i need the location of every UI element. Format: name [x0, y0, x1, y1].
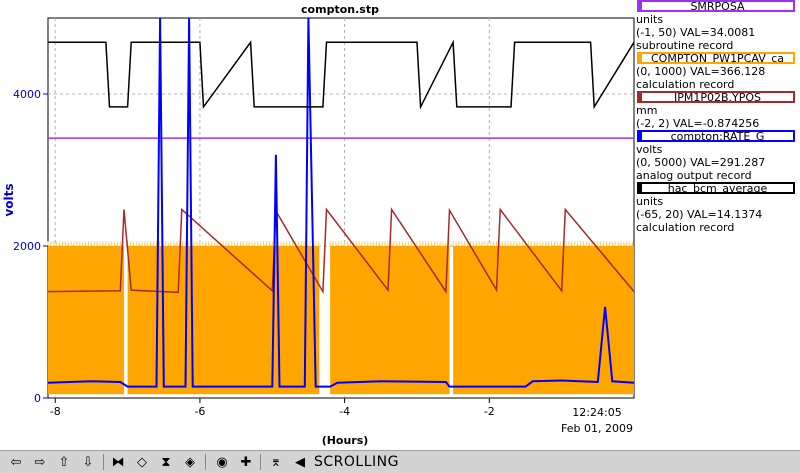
zoom-box-icon: ⌆ [270, 454, 282, 470]
target-icon: ◉ [216, 454, 228, 470]
chart: compton.stp volts (Hours) 12:24:05 Feb 0… [2, 3, 635, 447]
series-line [47, 17, 635, 388]
legend-detail: (-1, 50) VAL=34.0081 [636, 26, 756, 39]
pointer-button[interactable]: ◀ [290, 453, 310, 471]
reset-button[interactable]: ✚ [236, 453, 256, 471]
y-axis-label: volts [2, 183, 16, 216]
end-date-label: Feb 01, 2009 [561, 422, 633, 435]
end-time-label: 12:24:05 [572, 406, 621, 419]
zoom-in-y-button[interactable]: ⧗ [156, 453, 176, 471]
series-band [330, 246, 450, 395]
series-line [48, 39, 635, 110]
zoom-out-x-button[interactable]: ◇ [132, 453, 152, 471]
plot-area: -8 -6 -4 -2 0 2000 4000 [13, 17, 635, 418]
zoom-out-y-button[interactable]: ◈ [180, 453, 200, 471]
x-tick-label: -8 [50, 405, 61, 418]
scroll-left-button[interactable]: ⇦ [6, 453, 26, 471]
toolbar-separator [260, 454, 261, 470]
series-band [127, 246, 320, 395]
x-tick-label: -2 [484, 405, 495, 418]
legend-detail: (-65, 20) VAL=14.1374 [636, 208, 763, 221]
zoom-out-y-icon: ◈ [185, 454, 195, 470]
autoscale-button[interactable]: ◉ [212, 453, 232, 471]
series-band-spikes [452, 241, 634, 246]
legend-detail: units [636, 13, 664, 26]
plus-icon: ✚ [240, 454, 252, 470]
legend-detail: calculation record [636, 78, 735, 91]
x-tick-label: -6 [194, 405, 205, 418]
y-tick-label: 2000 [13, 240, 41, 253]
legend-detail: analog output record [636, 169, 752, 182]
zoom-out-x-icon: ◇ [137, 454, 147, 470]
status-text: SCROLLING [314, 454, 399, 470]
series-band [48, 246, 124, 395]
zoom-in-x-button[interactable]: ⧓ [108, 453, 128, 471]
legend-detail: subroutine record [636, 39, 734, 52]
y-tick-label: 0 [34, 392, 41, 405]
toolbar-separator [205, 454, 206, 470]
legend-detail: (0, 1000) VAL=366.128 [636, 65, 766, 78]
zoom-in-x-icon: ⧓ [111, 454, 125, 470]
legend-item-1[interactable]: COMPTON_PW1PCAV_ca [637, 52, 795, 64]
zoom-box-button[interactable]: ⌆ [266, 453, 286, 471]
legend-detail: (-2, 2) VAL=-0.874256 [636, 117, 760, 130]
series-band-spikes [127, 241, 320, 246]
legend-item-0[interactable]: SMRPOSA [637, 0, 795, 12]
toolbar-separator [103, 454, 104, 470]
series-band-spikes [47, 241, 124, 246]
y-tick-label: 4000 [13, 88, 41, 101]
arrow-down-icon: ⇩ [82, 454, 94, 470]
x-tick-label: -4 [339, 405, 350, 418]
legend-item-2[interactable]: IPM1P02B.YPOS [637, 91, 795, 103]
scroll-right-button[interactable]: ⇨ [30, 453, 50, 471]
legend-item-3[interactable]: compton:RATE_G [637, 130, 795, 142]
legend-detail: volts [636, 143, 663, 156]
scroll-down-button[interactable]: ⇩ [78, 453, 98, 471]
legend-detail: calculation record [636, 221, 735, 234]
arrow-left-icon: ⇦ [10, 454, 22, 470]
chart-title: compton.stp [301, 3, 379, 16]
legend: SMRPOSA units (-1, 50) VAL=34.0081 subrouti… [636, 0, 800, 450]
legend-detail: units [636, 195, 664, 208]
x-axis-label: (Hours) [322, 434, 369, 447]
toolbar: SCROLLING ⇦ ⇨ ⇧ ⇩ ⧓ ◇ ⧗ ◈ ◉ ✚ ⌆ ◀ [0, 450, 800, 473]
pointer-icon: ◀ [295, 454, 305, 470]
series-line [47, 207, 635, 295]
legend-detail: mm [636, 104, 658, 117]
arrow-up-icon: ⇧ [58, 454, 70, 470]
zoom-in-y-icon: ⧗ [161, 454, 171, 470]
legend-item-4[interactable]: hac_bcm_average [637, 182, 795, 194]
legend-detail: (0, 5000) VAL=291.287 [636, 156, 766, 169]
series-band-spikes [329, 241, 450, 246]
arrow-right-icon: ⇨ [34, 454, 46, 470]
scroll-up-button[interactable]: ⇧ [54, 453, 74, 471]
